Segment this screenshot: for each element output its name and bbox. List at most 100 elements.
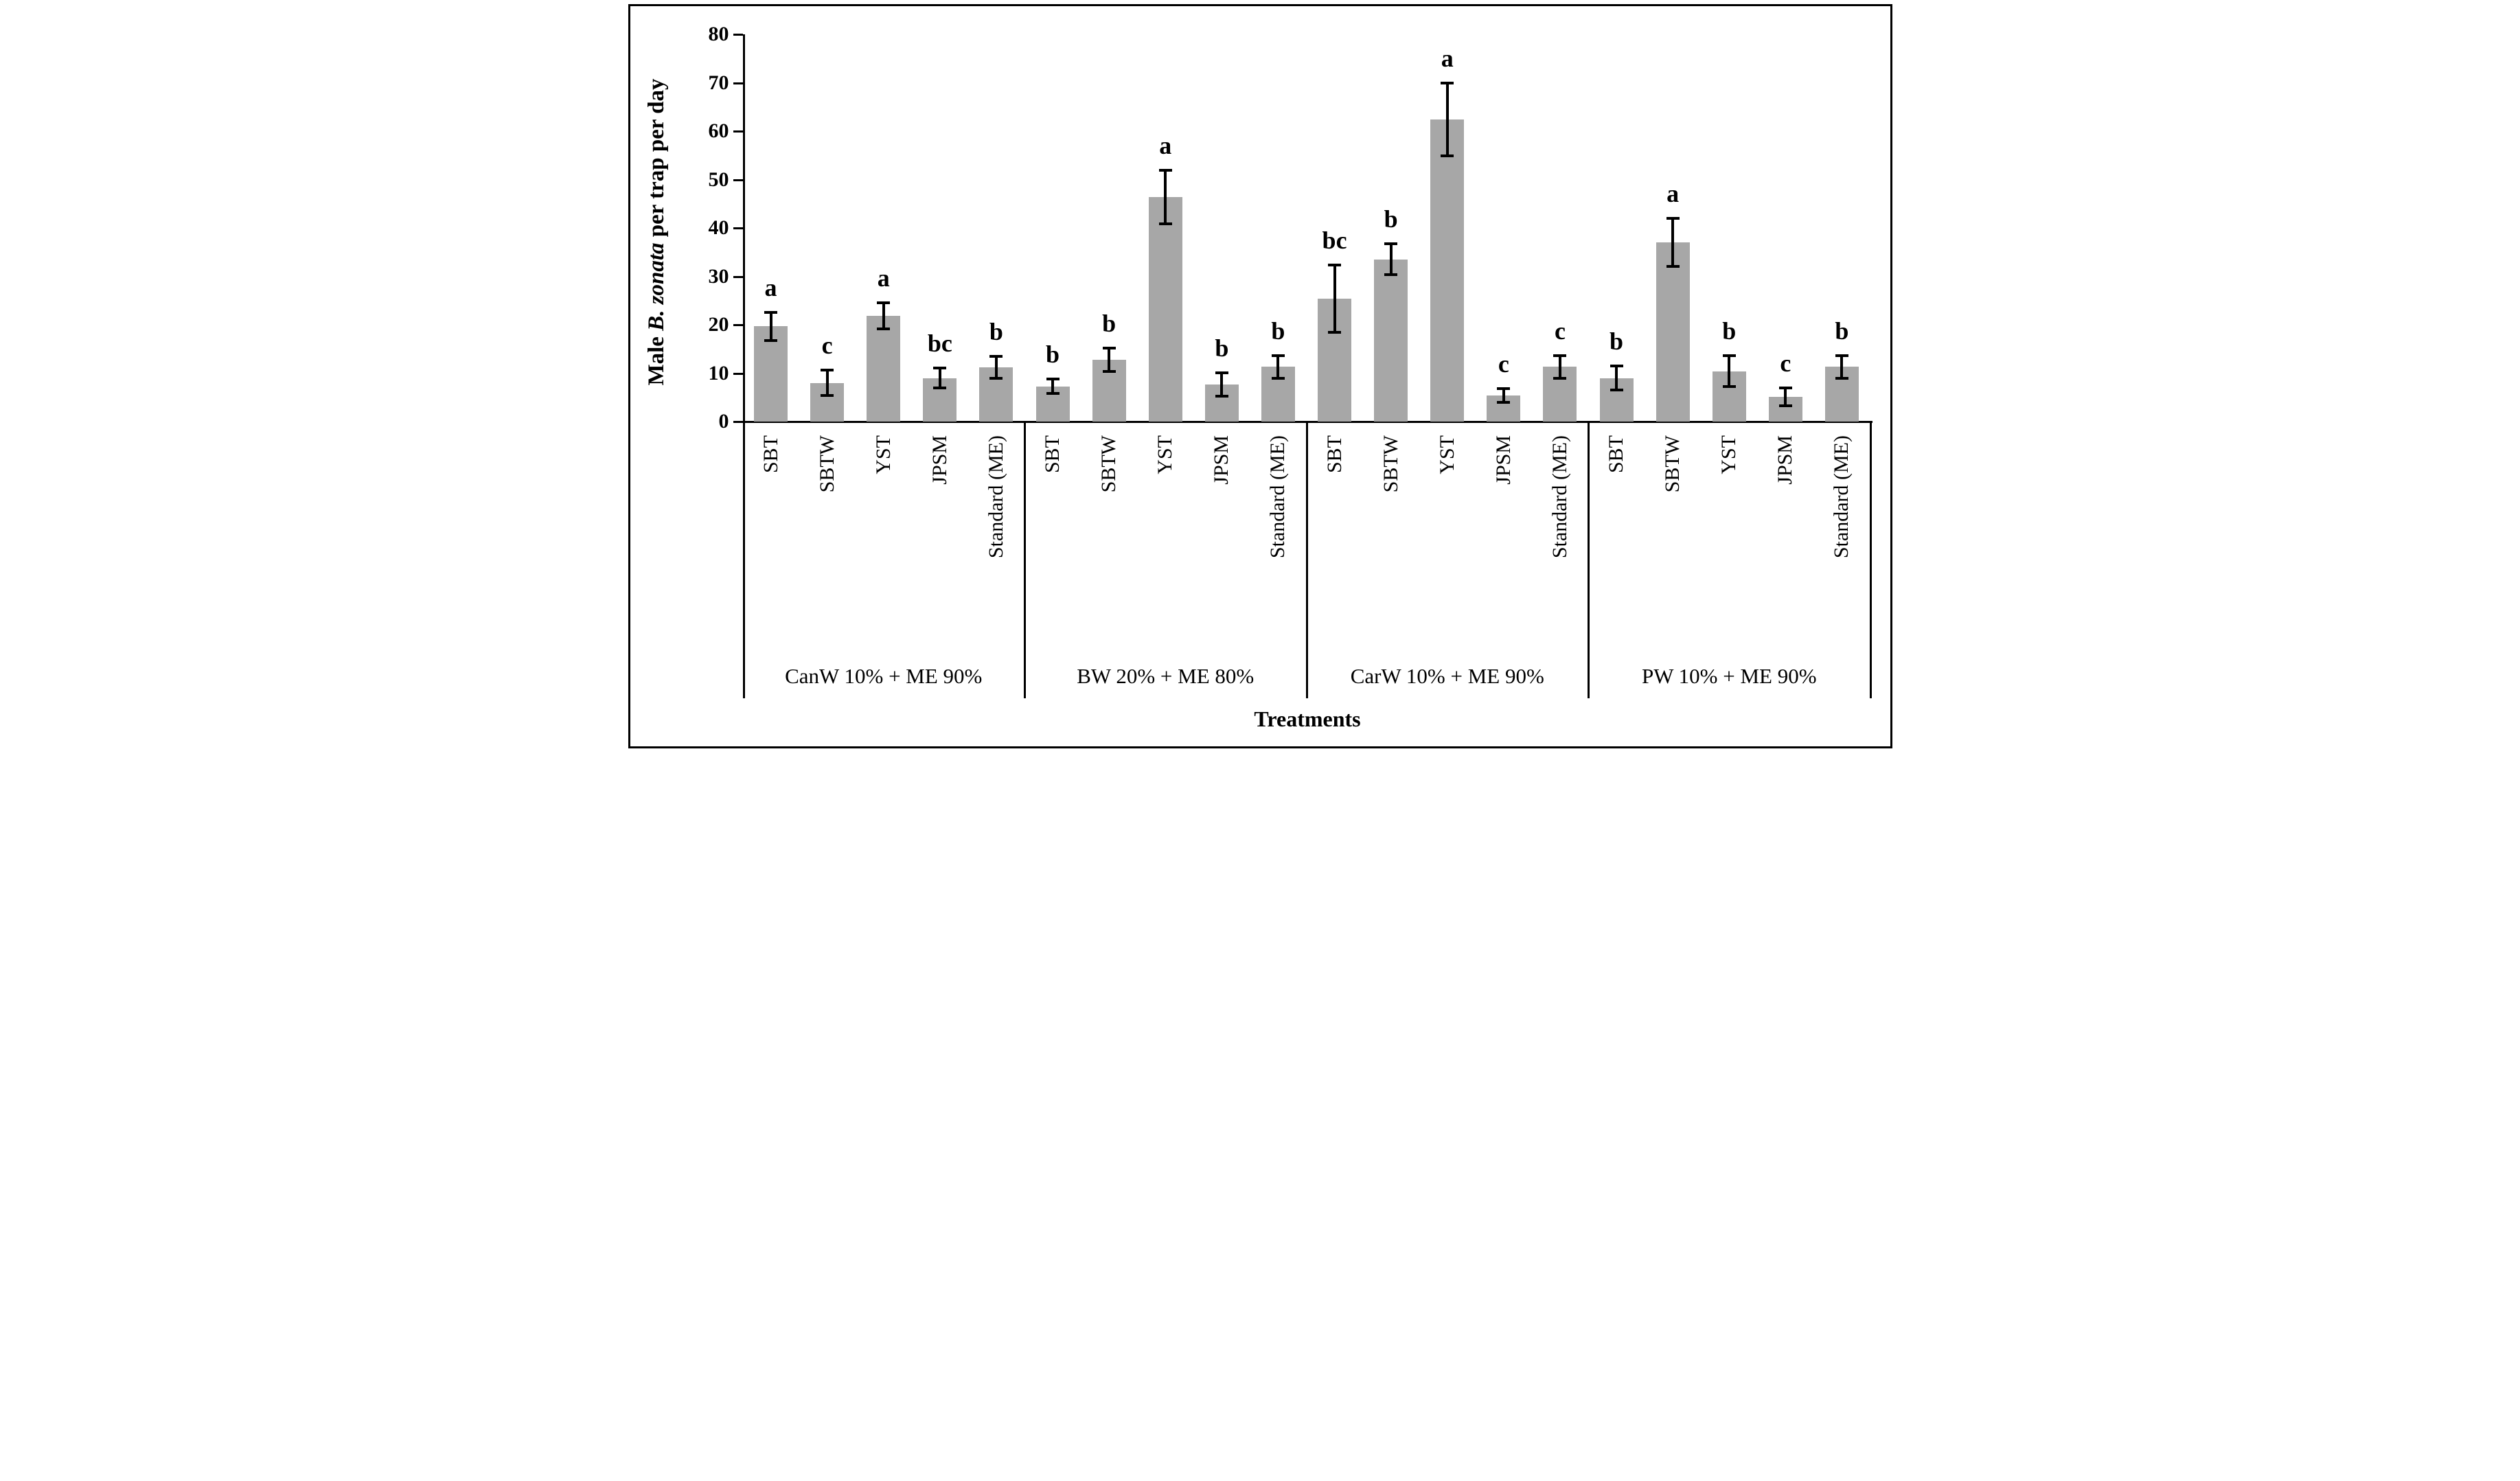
error-bar-top-cap (1497, 387, 1511, 390)
error-bar (1835, 354, 1848, 380)
group-separator (1024, 422, 1026, 698)
error-bar (1722, 354, 1736, 389)
significance-letter: c (821, 332, 833, 360)
category-tick-label: SBTW (815, 435, 838, 493)
category-tick-label: YST (1435, 435, 1458, 474)
error-bar-line (1728, 354, 1731, 389)
y-axis-tick (733, 82, 743, 84)
error-bar-bottom-cap (1215, 395, 1228, 398)
error-bar-bottom-cap (1158, 222, 1172, 225)
significance-letter: c (1780, 349, 1791, 378)
error-bar (1497, 387, 1511, 404)
significance-letter: b (1102, 309, 1116, 337)
significance-letter: a (1159, 131, 1172, 159)
y-axis-tick (733, 227, 743, 229)
significance-letter: b (989, 317, 1003, 345)
category-tick-label: SBTW (1661, 435, 1684, 493)
error-bar (1158, 168, 1172, 225)
bar (1656, 242, 1690, 422)
error-bar-line (994, 354, 998, 380)
y-axis-tick (733, 421, 743, 423)
y-tick-label: 80 (708, 23, 729, 45)
y-tick-label: 60 (708, 119, 729, 142)
error-bar-line (1389, 242, 1393, 277)
error-bar-top-cap (1328, 264, 1342, 267)
group-separator (1588, 422, 1590, 698)
group-label: CanW 10% + ME 90% (785, 664, 983, 688)
error-bar-line (1220, 371, 1224, 398)
group-label: CarW 10% + ME 90% (1350, 664, 1544, 688)
significance-letter: c (1498, 349, 1509, 378)
error-bar (989, 354, 1003, 380)
y-axis-line (742, 34, 745, 698)
y-axis-tick (733, 372, 743, 375)
y-tick-label: 40 (708, 216, 729, 239)
group-separator (1869, 422, 1872, 698)
error-bar-bottom-cap (877, 328, 891, 331)
significance-letter: bc (927, 329, 952, 357)
category-tick-label: SBT (1041, 435, 1064, 474)
error-bar-line (1502, 387, 1505, 404)
error-bar-bottom-cap (1835, 376, 1848, 380)
error-bar-top-cap (933, 366, 947, 369)
y-axis-tick (733, 179, 743, 181)
error-bar-bottom-cap (1666, 264, 1680, 268)
error-bar-bottom-cap (1778, 404, 1792, 407)
x-axis-title: Treatments (1254, 707, 1361, 731)
bar (1430, 119, 1465, 422)
error-bar (1666, 217, 1680, 268)
error-bar (1102, 346, 1116, 373)
significance-letter: a (877, 264, 890, 292)
category-tick-label: Standard (ME) (1830, 435, 1853, 559)
error-bar-line (882, 301, 885, 331)
error-bar (1610, 364, 1623, 392)
error-bar-bottom-cap (1102, 369, 1116, 373)
error-bar-line (1051, 377, 1055, 395)
error-bar-top-cap (877, 301, 891, 305)
significance-letter: a (764, 273, 777, 301)
error-bar-top-cap (1158, 168, 1172, 172)
error-bar-top-cap (1046, 377, 1059, 380)
y-axis-tick (733, 130, 743, 133)
error-bar-line (1558, 354, 1561, 380)
error-bar-top-cap (1553, 354, 1567, 357)
error-bar-bottom-cap (821, 394, 834, 398)
y-tick-label: 0 (718, 410, 729, 433)
significance-letter: b (1271, 317, 1285, 345)
error-bar (1046, 377, 1059, 395)
error-bar-line (1615, 364, 1618, 392)
error-bar (1553, 354, 1567, 380)
category-tick-label: Standard (ME) (1548, 435, 1571, 559)
error-bar-line (1840, 354, 1844, 380)
y-tick-label: 70 (708, 71, 729, 94)
error-bar-top-cap (1610, 364, 1623, 367)
bar (1374, 259, 1408, 422)
group-separator (1305, 422, 1308, 698)
significance-letter: bc (1322, 227, 1347, 255)
y-tick-label: 20 (708, 313, 729, 336)
y-tick-label: 50 (708, 168, 729, 191)
error-bar (1384, 242, 1398, 277)
y-tick-label: 10 (708, 361, 729, 384)
error-bar-top-cap (1666, 217, 1680, 220)
significance-letter: b (1046, 340, 1060, 368)
bar (1148, 196, 1182, 422)
bar (754, 326, 788, 422)
category-tick-label: SBT (1322, 435, 1346, 474)
error-bar (764, 310, 778, 342)
error-bar-top-cap (1384, 242, 1398, 246)
error-bar-line (1276, 354, 1280, 380)
error-bar-top-cap (1271, 354, 1285, 357)
significance-letter: b (1215, 334, 1229, 363)
category-tick-label: Standard (ME) (1266, 435, 1290, 559)
category-tick-label: SBTW (1097, 435, 1121, 493)
error-bar (1215, 371, 1228, 398)
error-bar-bottom-cap (1046, 392, 1059, 395)
category-tick-label: SBTW (1379, 435, 1402, 493)
error-bar-top-cap (1778, 387, 1792, 390)
bar (867, 316, 901, 422)
error-bar-bottom-cap (764, 338, 778, 342)
error-bar (877, 301, 891, 331)
error-bar (1441, 82, 1454, 158)
significance-letter: a (1666, 180, 1680, 208)
